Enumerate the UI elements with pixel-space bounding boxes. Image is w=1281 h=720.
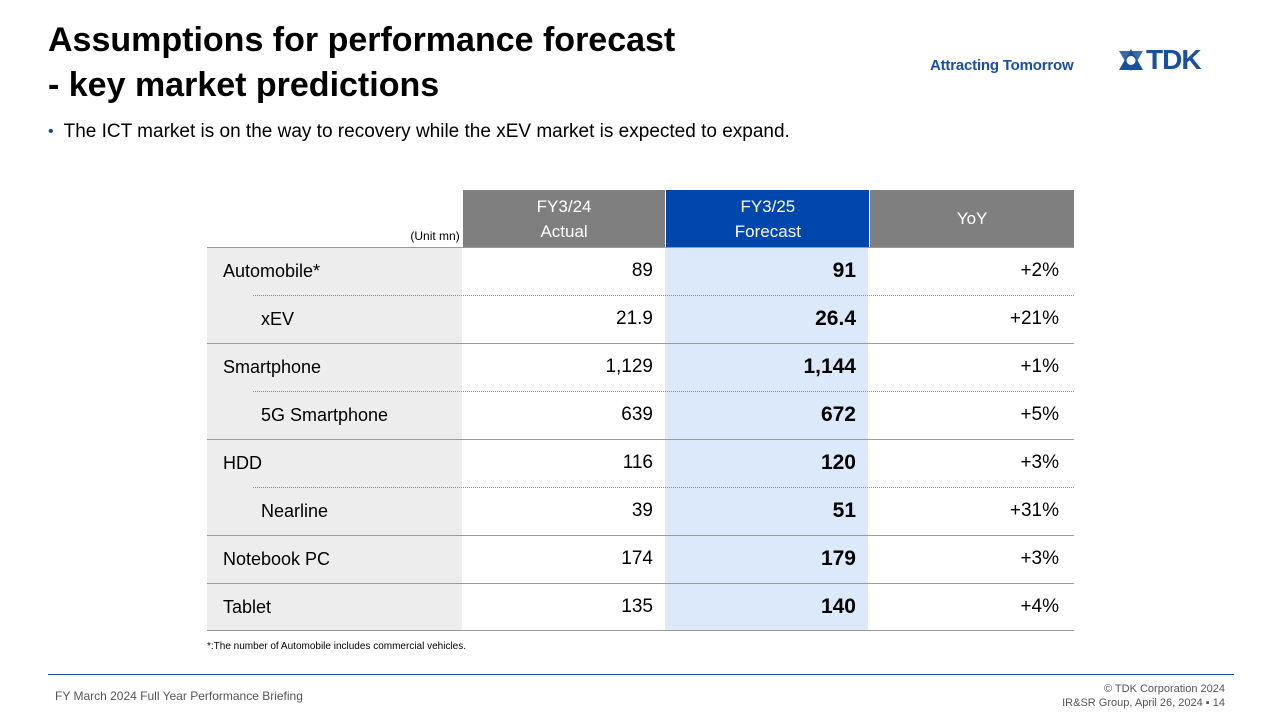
brand-tagline: Attracting Tomorrow: [930, 57, 1074, 74]
row-label: HDD: [207, 439, 462, 487]
forecast-value: 26.4: [665, 295, 868, 343]
header-actual-type: Actual: [540, 221, 588, 241]
table-header: (Unit mn) FY3/24 Actual FY3/25 Forecast …: [207, 190, 1074, 247]
row-label: Tablet: [207, 583, 462, 631]
table-row: HDD 116 120 +3%: [207, 439, 1074, 487]
row-divider: [253, 295, 1074, 296]
table-row: Nearline 39 51 +31%: [207, 487, 1074, 535]
yoy-value: +3%: [1020, 452, 1059, 473]
footer-info: © TDK Corporation 2024 IR&SR Group, Apri…: [1062, 682, 1225, 710]
title-line-2: - key market predictions: [48, 66, 440, 104]
tdk-emblem-icon: [1119, 49, 1143, 71]
row-divider: [207, 535, 1074, 536]
actual-value: 135: [621, 596, 653, 617]
footer-divider: [48, 674, 1234, 675]
forecast-value: 672: [665, 391, 868, 439]
yoy-value: +21%: [1009, 308, 1059, 329]
row-divider: [253, 487, 1074, 488]
tdk-logo: TDK: [1118, 44, 1202, 75]
actual-value: 639: [621, 404, 653, 425]
yoy-value: +2%: [1020, 260, 1059, 281]
logo-text: TDK: [1146, 44, 1202, 75]
row-divider: [207, 247, 1074, 248]
forecast-value: 120: [665, 439, 868, 487]
row-label: Smartphone: [207, 343, 462, 391]
yoy-value: +3%: [1020, 548, 1059, 569]
row-divider: [207, 583, 1074, 584]
yoy-value: +31%: [1009, 500, 1059, 521]
header-actual-period: FY3/24: [536, 196, 592, 216]
yoy-value: +1%: [1020, 356, 1059, 377]
bullet-icon: •: [48, 123, 54, 140]
row-label: Notebook PC: [207, 535, 462, 583]
yoy-value: +4%: [1020, 596, 1059, 617]
slide-title: Assumptions for performance forecast - k…: [48, 18, 675, 108]
header-forecast: FY3/25 Forecast: [665, 190, 870, 247]
actual-value: 39: [631, 500, 653, 521]
header-actual: FY3/24 Actual: [461, 190, 666, 247]
forecast-value: 91: [665, 247, 868, 295]
actual-value: 116: [622, 452, 653, 473]
table-row: Automobile* 89 91 +2%: [207, 247, 1074, 295]
row-label: Automobile*: [207, 247, 462, 295]
row-divider: [207, 439, 1074, 440]
bullet-text: The ICT market is on the way to recovery…: [63, 121, 790, 142]
market-forecast-table: (Unit mn) FY3/24 Actual FY3/25 Forecast …: [207, 190, 1074, 631]
bullet-point: • The ICT market is on the way to recove…: [48, 121, 790, 143]
table-row: Smartphone 1,129 1,144 +1%: [207, 343, 1074, 391]
table-row: Notebook PC 174 179 +3%: [207, 535, 1074, 583]
header-yoy-label: YoY: [956, 209, 988, 228]
header-forecast-type: Forecast: [734, 221, 801, 241]
row-label: 5G Smartphone: [207, 391, 462, 439]
title-line-1: Assumptions for performance forecast: [48, 21, 676, 59]
unit-label: (Unit mn): [410, 229, 460, 243]
table-footnote: *:The number of Automobile includes comm…: [207, 641, 467, 652]
forecast-value: 140: [665, 583, 868, 631]
yoy-value: +5%: [1020, 404, 1059, 425]
actual-value: 21.9: [616, 308, 653, 329]
row-divider: [207, 343, 1074, 344]
forecast-value: 1,144: [665, 343, 868, 391]
table-row: xEV 21.9 26.4 +21%: [207, 295, 1074, 343]
row-label: xEV: [207, 295, 462, 343]
table-bottom-border: [207, 630, 1074, 631]
header-forecast-period: FY3/25: [740, 196, 796, 216]
actual-value: 89: [631, 260, 653, 281]
actual-value: 1,129: [605, 356, 653, 377]
footer-page-info: IR&SR Group, April 26, 2024 ▪ 14: [1062, 697, 1225, 709]
table-row: Tablet 135 140 +4%: [207, 583, 1074, 631]
footer-event-title: FY March 2024 Full Year Performance Brie…: [55, 689, 303, 703]
forecast-value: 179: [665, 535, 868, 583]
header-label-cell: (Unit mn): [207, 190, 462, 247]
actual-value: 174: [621, 548, 653, 569]
row-label: Nearline: [207, 487, 462, 535]
footer-copyright: © TDK Corporation 2024: [1103, 683, 1225, 695]
header-yoy: YoY: [869, 190, 1074, 247]
row-divider: [253, 391, 1074, 392]
forecast-value: 51: [665, 487, 868, 535]
table-row: 5G Smartphone 639 672 +5%: [207, 391, 1074, 439]
